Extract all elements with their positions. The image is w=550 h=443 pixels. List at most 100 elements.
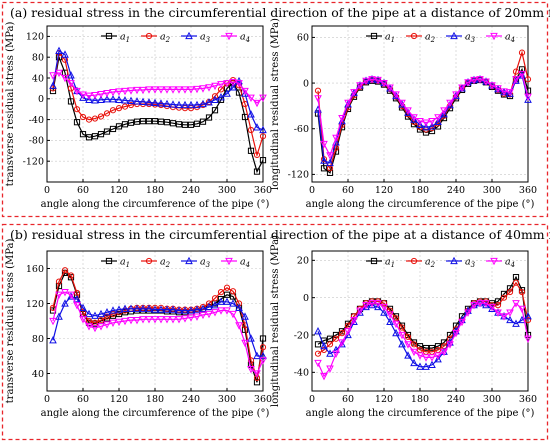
data-point-a4 (67, 291, 75, 300)
legend-label-a4: a4 (240, 32, 250, 45)
data-point-a1 (73, 119, 81, 126)
data-point-a2 (199, 303, 207, 311)
data-point-a4 (506, 89, 514, 97)
series-line-a2 (317, 281, 529, 355)
data-point-a3 (133, 304, 141, 312)
data-point-a2 (512, 68, 520, 75)
x-tick-label: 360 (254, 394, 272, 405)
x-tick-label: 60 (77, 185, 89, 196)
data-point-a4 (139, 316, 147, 324)
data-point-a3 (61, 299, 69, 307)
legend-marker-a2 (410, 32, 418, 40)
data-point-a4 (392, 91, 400, 99)
series-line-a3 (52, 295, 263, 357)
data-point-a4 (85, 323, 93, 331)
y-tick-label: -40 (29, 115, 44, 126)
data-point-a3 (91, 96, 99, 104)
data-point-a4 (241, 339, 249, 348)
data-point-a4 (500, 88, 508, 96)
data-point-a3 (79, 303, 87, 311)
data-point-a3 (422, 362, 430, 370)
data-point-a3 (512, 319, 520, 327)
data-point-a2 (205, 300, 213, 307)
data-point-a3 (440, 109, 448, 118)
y-tick-label: -60 (294, 124, 309, 135)
data-point-a4 (362, 77, 370, 86)
data-point-a4 (350, 316, 358, 325)
data-point-a4 (452, 91, 460, 99)
data-point-a4 (187, 314, 195, 322)
data-point-a3 (139, 304, 147, 312)
data-point-a4 (127, 317, 135, 325)
data-point-a1 (145, 118, 153, 125)
data-point-a4 (356, 82, 364, 90)
data-point-a3 (320, 156, 328, 164)
data-point-a4 (380, 303, 388, 312)
data-point-a4 (338, 339, 346, 347)
legend-label-a1: a1 (120, 32, 130, 45)
legend-label-a4: a4 (240, 257, 250, 270)
data-point-a3 (163, 305, 171, 313)
data-point-a3 (229, 299, 237, 307)
data-point-a4 (470, 76, 478, 85)
x-tick-label: 240 (447, 185, 465, 196)
series-a4 (314, 300, 532, 381)
data-point-a4 (199, 85, 207, 93)
series-a3 (49, 292, 267, 360)
data-point-a4 (440, 348, 448, 357)
data-point-a4 (524, 93, 532, 102)
data-point-a1 (163, 119, 171, 126)
data-point-a4 (73, 302, 81, 310)
data-point-a4 (494, 309, 502, 317)
y-tick-label: 0 (38, 94, 44, 105)
data-point-a4 (368, 76, 376, 84)
data-point-a4 (229, 79, 237, 87)
data-point-a4 (464, 79, 472, 87)
data-point-a2 (506, 288, 514, 296)
data-point-a3 (422, 122, 430, 131)
data-point-a4 (482, 78, 490, 86)
data-point-a3 (199, 304, 207, 312)
x-tick-label: 180 (146, 394, 164, 405)
data-point-a3 (115, 95, 123, 103)
data-point-a4 (205, 310, 213, 319)
data-point-a4 (229, 310, 237, 319)
data-point-a4 (392, 320, 400, 329)
data-point-a4 (320, 140, 328, 149)
data-point-a4 (470, 302, 478, 310)
data-point-a4 (374, 76, 382, 85)
data-point-a4 (97, 323, 105, 331)
data-point-a3 (109, 306, 117, 314)
data-point-a3 (235, 303, 243, 311)
data-point-a3 (103, 307, 111, 316)
data-point-a4 (386, 84, 394, 92)
series-a2 (314, 49, 532, 172)
data-point-a2 (494, 302, 502, 309)
data-point-a3 (205, 302, 213, 311)
data-point-a3 (253, 123, 261, 131)
data-point-a1 (133, 118, 141, 125)
x-tick-label: 0 (44, 185, 50, 196)
data-point-a2 (404, 333, 412, 340)
data-point-a2 (73, 106, 81, 113)
legend-marker-a4 (490, 257, 498, 266)
data-point-a4 (518, 305, 526, 314)
data-point-a2 (79, 113, 87, 121)
data-point-a1 (97, 131, 105, 138)
data-point-a4 (332, 350, 340, 358)
y-tick-label: 80 (32, 53, 44, 64)
data-point-a1 (79, 131, 87, 138)
data-point-a4 (368, 300, 376, 308)
data-point-a3 (326, 158, 334, 167)
data-point-a3 (85, 95, 93, 103)
data-point-a3 (103, 95, 111, 103)
data-point-a1 (205, 114, 213, 121)
data-point-a4 (235, 80, 243, 88)
data-point-a3 (127, 304, 135, 312)
series-a3 (49, 46, 267, 134)
data-point-a1 (314, 341, 322, 348)
data-point-a1 (181, 121, 189, 128)
x-tick-label: 360 (519, 394, 537, 405)
x-axis-label: angle along the circumference of the pip… (41, 408, 270, 419)
data-point-a1 (428, 344, 436, 352)
